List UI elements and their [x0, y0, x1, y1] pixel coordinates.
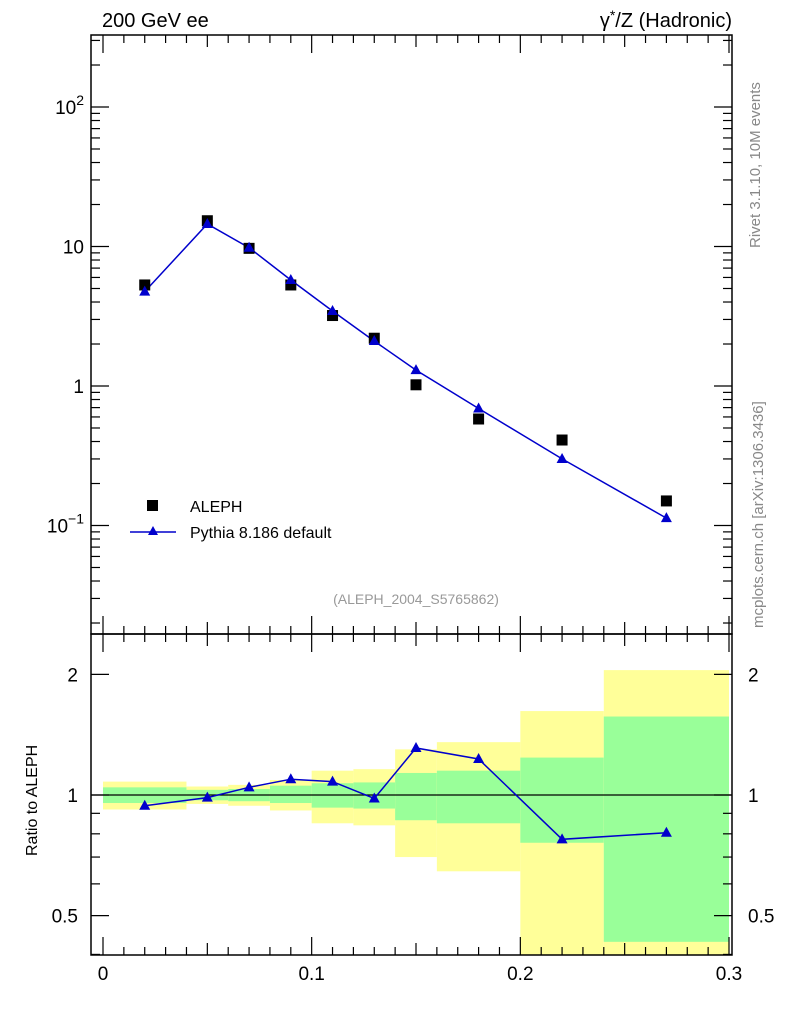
- ratio-pythia-point: [368, 792, 380, 803]
- pythia-point: [285, 274, 297, 285]
- tick-base: 10: [55, 98, 76, 119]
- ratio-pythia-point: [285, 773, 297, 784]
- x-tick-label: 0: [98, 964, 109, 985]
- ratio-y-tick-label-right: 2: [748, 665, 759, 686]
- pythia-point: [139, 285, 151, 296]
- ratio-x-tick-labels: 0 0.1 0.2 0.3: [98, 964, 743, 985]
- aleph-point: [556, 434, 568, 446]
- x-tick-label: 0.1: [298, 964, 324, 985]
- legend-label-aleph: ALEPH: [190, 499, 242, 516]
- tick-exponent: 2: [76, 92, 84, 108]
- ratio-pythia-point: [243, 781, 255, 792]
- pythia-point: [201, 217, 213, 228]
- legend-label-pythia: Pythia 8.186 default: [190, 525, 332, 542]
- pythia-point: [473, 402, 485, 413]
- rivet-label: Rivet 3.1.10, 10M events: [747, 82, 764, 248]
- x-tick-label: 0.2: [507, 964, 533, 985]
- ratio-plot-frame: [90, 633, 733, 956]
- analysis-id-label: (ALEPH_2004_S5765862): [333, 591, 499, 607]
- ratio-y-tick-label: 0.5: [52, 907, 78, 928]
- aleph-point: [285, 279, 297, 291]
- ratio-y-tick-label-right: 0.5: [748, 907, 774, 928]
- pythia-point: [410, 364, 422, 375]
- ratio-y-tick-label-right: 1: [748, 786, 759, 807]
- header-right-rest: /Z (Hadronic): [615, 10, 732, 32]
- ratio-uncertainty-bands: [103, 670, 729, 955]
- main-y-tick-label: 102: [55, 92, 84, 119]
- main-y-tick-label: 1: [73, 377, 84, 398]
- ratio-pythia-point: [660, 826, 672, 837]
- ratio-y-tick-label: 2: [67, 665, 78, 686]
- x-tick-label: 0.3: [716, 964, 742, 985]
- main-y-tick-label: 10: [63, 238, 84, 259]
- pythia-point: [660, 512, 672, 523]
- aleph-point: [473, 413, 485, 425]
- main-axis-ticks: [91, 35, 732, 634]
- ratio-y-tick-labels: 0.5 0.5 1 1 2 2: [52, 665, 775, 927]
- ratio-pythia-point: [327, 775, 339, 786]
- main-series-layer: [139, 215, 672, 523]
- ratio-band-inner: [520, 757, 604, 843]
- ratio-y-axis-label: Ratio to ALEPH: [24, 745, 41, 856]
- ratio-band-inner: [269, 785, 312, 804]
- main-y-tick-label: 10−1: [47, 511, 84, 538]
- tick-base: 10: [47, 517, 68, 538]
- ratio-band-inner: [395, 772, 437, 821]
- pythia-point: [368, 335, 380, 346]
- header-right-gamma: γ: [600, 10, 610, 32]
- aleph-point: [660, 495, 672, 507]
- legend: ALEPH Pythia 8.186 default: [130, 499, 332, 542]
- pythia-point: [556, 452, 568, 463]
- header-right-title: γ*/Z (Hadronic): [600, 7, 732, 32]
- mcplots-label: mcplots.cern.ch [arXiv:1306.3436]: [750, 401, 767, 628]
- tick-exponent: −1: [68, 511, 84, 527]
- header-left-title: 200 GeV ee: [102, 10, 209, 32]
- legend-marker-pythia: [148, 526, 158, 535]
- ratio-pythia-point: [473, 752, 485, 763]
- ratio-plot-panel: 0.5 0.5 1 1 2 2 0 0.1 0.2 0.3 Ratio to ALEPH: [24, 633, 775, 985]
- ratio-y-tick-label: 1: [67, 786, 78, 807]
- ratio-series-layer: [139, 742, 672, 844]
- legend-marker-aleph: [147, 500, 158, 511]
- aleph-point: [410, 379, 422, 391]
- ratio-pythia-point: [410, 742, 422, 753]
- aleph-point: [327, 310, 339, 322]
- header-right-star: *: [610, 7, 616, 23]
- aleph-point: [139, 279, 151, 291]
- pythia-point: [243, 241, 255, 252]
- ratio-pythia-point: [201, 791, 213, 802]
- ratio-pythia-line: [144, 747, 667, 841]
- ratio-pythia-point: [556, 833, 568, 844]
- pythia-point: [327, 304, 339, 315]
- ratio-band-inner: [436, 770, 521, 824]
- pythia-line: [144, 223, 667, 519]
- main-plot-frame: [90, 34, 733, 635]
- ratio-pythia-point: [139, 799, 151, 810]
